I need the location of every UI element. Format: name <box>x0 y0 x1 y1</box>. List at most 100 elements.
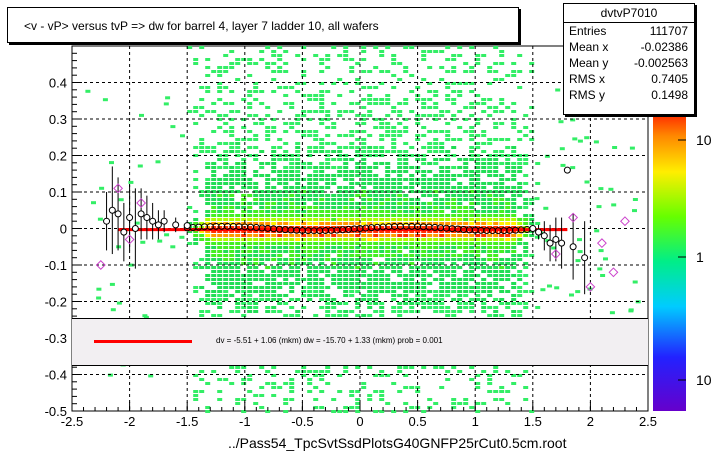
heatmap-cell <box>247 274 253 277</box>
heatmap-cell <box>529 106 535 109</box>
heatmap-cell <box>289 166 295 169</box>
heatmap-cell <box>235 266 241 269</box>
heatmap-cell <box>343 222 349 225</box>
heatmap-cell <box>223 122 229 125</box>
heatmap-cell <box>505 250 511 253</box>
heatmap-cell <box>265 218 271 221</box>
heatmap-cell <box>361 46 367 49</box>
heatmap-cell <box>457 198 463 201</box>
heatmap-cell <box>551 246 557 250</box>
heatmap-cell <box>217 86 223 89</box>
heatmap-cell <box>271 186 277 189</box>
heatmap-cell <box>307 370 313 373</box>
heatmap-cell <box>511 234 517 237</box>
heatmap-cell <box>451 290 457 293</box>
heatmap-cell <box>307 198 313 201</box>
heatmap-cell <box>433 294 439 297</box>
heatmap-cell <box>367 266 373 269</box>
heatmap-cell <box>253 226 259 229</box>
heatmap-cell <box>487 382 493 385</box>
heatmap-cell <box>331 262 337 265</box>
heatmap-cell <box>409 90 415 93</box>
heatmap-cell <box>313 258 319 261</box>
stats-row: Mean x -0.02386 <box>564 39 694 55</box>
heatmap-cell <box>241 218 247 221</box>
heatmap-cell <box>451 266 457 269</box>
heatmap-cell <box>397 310 403 313</box>
outlier-point <box>596 238 607 249</box>
heatmap-cell <box>223 54 229 57</box>
heatmap-cell <box>277 262 283 265</box>
heatmap-cell <box>313 242 319 245</box>
heatmap-cell <box>337 246 343 249</box>
heatmap-cell <box>259 122 265 125</box>
heatmap-cell <box>457 286 463 289</box>
heatmap-cell <box>403 298 409 301</box>
heatmap-cell <box>469 190 475 193</box>
heatmap-cell <box>451 246 457 249</box>
heatmap-cell <box>211 290 217 293</box>
heatmap-cell <box>229 102 235 105</box>
heatmap-cell <box>235 182 241 185</box>
heatmap-cell <box>265 130 271 133</box>
heatmap-cell <box>632 280 638 284</box>
heatmap-cell <box>361 194 367 197</box>
heatmap-cell <box>511 110 517 113</box>
heatmap-cell <box>205 406 211 409</box>
heatmap-cell <box>343 214 349 217</box>
heatmap-cell <box>475 170 481 173</box>
heatmap-cell <box>409 306 415 309</box>
heatmap-cell <box>247 250 253 253</box>
heatmap-cell <box>397 294 403 297</box>
heatmap-cell <box>343 166 349 169</box>
heatmap-cell <box>475 286 481 289</box>
heatmap-cell <box>439 214 445 217</box>
heatmap-cell <box>385 114 391 117</box>
heatmap-cell <box>343 146 349 149</box>
heatmap-cell <box>391 214 397 217</box>
heatmap-cell <box>337 374 343 377</box>
heatmap-cell <box>223 378 229 381</box>
heatmap-cell <box>439 142 445 145</box>
heatmap-cell <box>397 122 403 125</box>
heatmap-cell <box>343 46 349 49</box>
heatmap-cell <box>307 270 313 273</box>
heatmap-cell <box>283 198 289 201</box>
heatmap-cell <box>253 302 259 305</box>
heatmap-cell <box>319 278 325 281</box>
heatmap-cell <box>325 242 331 245</box>
heatmap-cell <box>211 274 217 277</box>
heatmap-cell <box>373 298 379 301</box>
heatmap-cell <box>439 206 445 209</box>
heatmap-cell <box>325 238 331 241</box>
heatmap-cell <box>463 62 469 65</box>
heatmap-cell <box>481 218 487 221</box>
heatmap-cell <box>361 386 367 389</box>
heatmap-cell <box>373 294 379 297</box>
heatmap-cell <box>289 122 295 125</box>
profile-point <box>172 221 180 229</box>
heatmap-cell <box>493 138 499 141</box>
heatmap-cell <box>229 266 235 269</box>
heatmap-cell <box>295 314 301 317</box>
heatmap-cell <box>289 250 295 253</box>
heatmap-cell <box>391 110 397 113</box>
heatmap-cell <box>487 70 493 73</box>
heatmap-cell <box>289 158 295 161</box>
heatmap-cell <box>529 202 535 205</box>
heatmap-cell <box>367 134 373 137</box>
heatmap-cell <box>409 262 415 265</box>
heatmap-cell <box>523 274 529 277</box>
heatmap-cell <box>415 182 421 185</box>
heatmap-cell <box>475 374 481 377</box>
heatmap-cell <box>361 214 367 217</box>
heatmap-cell <box>307 118 313 121</box>
heatmap-cell <box>421 202 427 205</box>
heatmap-cell <box>505 214 511 217</box>
heatmap-cell <box>235 282 241 285</box>
heatmap-cell <box>205 250 211 253</box>
heatmap-cell <box>313 198 319 201</box>
profile-points <box>95 88 630 295</box>
heatmap-cell <box>391 258 397 261</box>
heatmap-cell <box>253 402 259 405</box>
